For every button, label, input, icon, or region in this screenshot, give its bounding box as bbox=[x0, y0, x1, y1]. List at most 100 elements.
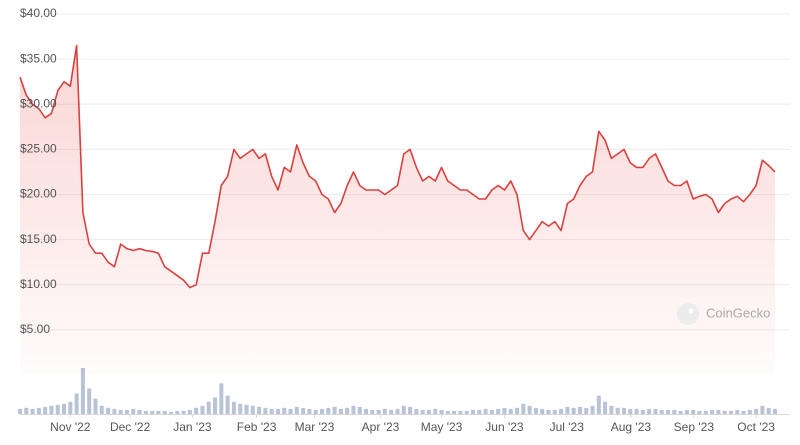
volume-bar bbox=[43, 406, 48, 414]
volume-bar bbox=[137, 409, 142, 414]
volume-bar bbox=[577, 406, 582, 414]
volume-bar bbox=[710, 409, 715, 414]
volume-bar bbox=[307, 408, 312, 414]
volume-bar bbox=[68, 401, 73, 414]
volume-bar bbox=[521, 403, 526, 414]
volume-bar bbox=[338, 408, 343, 414]
volume-bar bbox=[559, 408, 564, 414]
x-tick-label: Apr '23 bbox=[362, 420, 400, 434]
volume-bar bbox=[55, 404, 60, 414]
volume-bar bbox=[351, 405, 356, 414]
volume-bar bbox=[162, 410, 167, 414]
volume-bar bbox=[225, 395, 230, 414]
volume-bar bbox=[483, 408, 488, 414]
volume-bar bbox=[722, 410, 727, 414]
volume-bar bbox=[357, 406, 362, 414]
volume-bar bbox=[439, 409, 444, 414]
y-tick-label: $15.00 bbox=[20, 232, 57, 246]
volume-bar bbox=[691, 409, 696, 414]
volume-bar bbox=[496, 408, 501, 414]
volume-bar bbox=[156, 410, 161, 414]
volume-bar bbox=[590, 405, 595, 414]
volume-bar bbox=[275, 408, 280, 414]
volume-bar bbox=[458, 410, 463, 414]
x-tick-label: Jul '23 bbox=[550, 420, 585, 434]
volume-bar bbox=[62, 403, 67, 414]
volume-bar bbox=[200, 405, 205, 414]
labels: $5.00 $10.00 $15.00 $20.00 $25.00 $30.00 $35.0… bbox=[20, 6, 775, 434]
volume-bar bbox=[382, 408, 387, 414]
volume-bar bbox=[735, 409, 740, 414]
volume-bar bbox=[99, 405, 104, 414]
x-tick-label: Nov '22 bbox=[50, 420, 91, 434]
volume-bar bbox=[773, 408, 777, 414]
volume-bar bbox=[747, 409, 752, 414]
volume-bar bbox=[294, 406, 299, 414]
volume-bar bbox=[766, 407, 771, 414]
volume-bar bbox=[313, 409, 318, 414]
volume-bar bbox=[414, 408, 419, 414]
volume-bar bbox=[143, 410, 148, 414]
logo-eye bbox=[688, 308, 694, 314]
volume-bar bbox=[477, 409, 482, 414]
volume-bar bbox=[106, 407, 111, 414]
volume-bar bbox=[175, 410, 180, 414]
volume-bar bbox=[49, 405, 54, 414]
volume-bar bbox=[124, 409, 129, 414]
volume-bar bbox=[301, 407, 306, 414]
volume-bar bbox=[194, 407, 199, 414]
y-tick-label: $10.00 bbox=[20, 277, 57, 291]
volume-bar bbox=[320, 408, 324, 414]
volume-bar bbox=[219, 383, 224, 414]
volume-bar bbox=[703, 410, 708, 414]
volume-bar bbox=[433, 408, 438, 414]
volume-bar bbox=[565, 406, 570, 414]
volume-bar bbox=[408, 406, 413, 414]
y-tick-label: $5.00 bbox=[20, 322, 50, 336]
volume-bar bbox=[546, 409, 551, 414]
volume-bar bbox=[628, 408, 633, 414]
volume-bar bbox=[87, 388, 92, 414]
logo bbox=[677, 303, 699, 325]
volume-bar bbox=[263, 407, 268, 414]
volume-bar bbox=[697, 410, 702, 414]
volume-bar bbox=[250, 405, 255, 414]
volume-bar bbox=[332, 406, 337, 414]
x-tick-label: Aug '23 bbox=[611, 420, 652, 434]
volume-bar bbox=[609, 405, 614, 414]
volume-bar bbox=[118, 409, 123, 414]
x-tick-label: Sep '23 bbox=[674, 420, 715, 434]
watermark-text: CoinGecko bbox=[706, 305, 770, 320]
volume-bar bbox=[666, 409, 671, 414]
volume-bar bbox=[634, 408, 639, 414]
volume-bar bbox=[452, 410, 457, 414]
x-tick-label: Jun '23 bbox=[485, 420, 524, 434]
volume-bar bbox=[622, 407, 626, 414]
volume-bar bbox=[206, 401, 211, 414]
x-tick-label: Dec '22 bbox=[110, 420, 151, 434]
volume-bar bbox=[527, 405, 532, 414]
volume-bar bbox=[112, 408, 117, 414]
volume-bar bbox=[584, 407, 589, 414]
volume-bar bbox=[489, 409, 494, 414]
x-tick-label: Jan '23 bbox=[173, 420, 212, 434]
y-tick-label: $30.00 bbox=[20, 96, 57, 110]
volume-bar bbox=[464, 410, 469, 414]
y-tick-label: $25.00 bbox=[20, 142, 57, 156]
volume-bar bbox=[181, 410, 186, 414]
volume-bar bbox=[80, 368, 85, 414]
volume-bar bbox=[596, 395, 601, 414]
volume-bar bbox=[282, 407, 287, 414]
volume-bar bbox=[445, 410, 450, 414]
plot bbox=[19, 44, 776, 375]
volume-bar bbox=[131, 408, 136, 414]
volume-bar bbox=[401, 405, 406, 414]
price-line bbox=[19, 44, 776, 289]
volume-bar bbox=[760, 405, 765, 414]
x-tick-label: May '23 bbox=[421, 420, 463, 434]
volume-bar bbox=[187, 409, 192, 414]
volume-bar bbox=[24, 407, 29, 414]
volume-bar bbox=[36, 407, 41, 414]
volume-bar bbox=[647, 408, 652, 414]
